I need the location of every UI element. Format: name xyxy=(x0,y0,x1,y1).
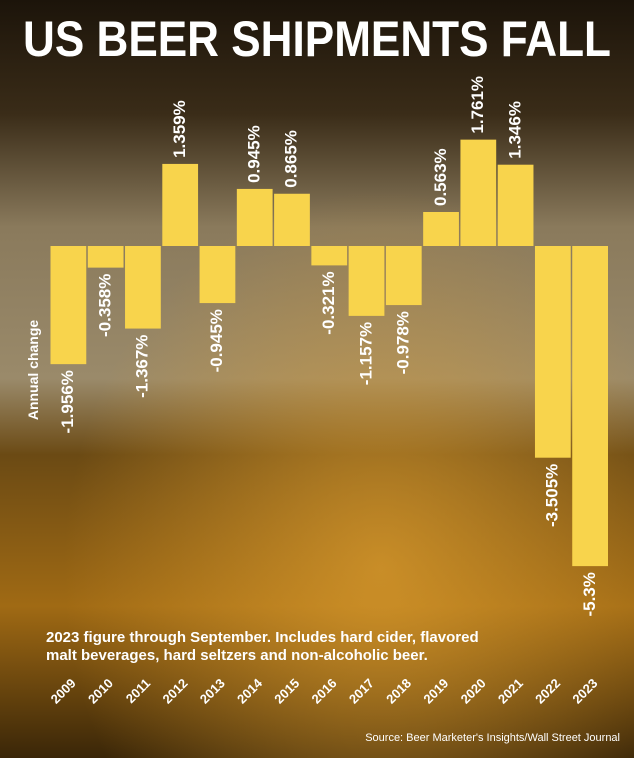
bar xyxy=(348,246,385,316)
bar xyxy=(274,193,310,246)
value-label: 0.563% xyxy=(431,148,450,206)
bar xyxy=(311,246,348,266)
value-label: -3.505% xyxy=(543,464,562,527)
value-label: -1.367% xyxy=(133,335,152,398)
bar xyxy=(423,211,459,246)
value-label: 1.359% xyxy=(170,100,189,158)
value-label: -1.956% xyxy=(58,370,77,433)
value-label: -1.157% xyxy=(356,322,375,385)
bar xyxy=(534,246,571,458)
bar xyxy=(236,188,273,246)
bar xyxy=(497,164,534,246)
source: Source: Beer Marketer's Insights/Wall St… xyxy=(365,732,620,744)
y-axis-label: Annual change xyxy=(25,320,41,421)
value-label: 1.761% xyxy=(468,76,487,134)
bar xyxy=(460,139,497,246)
bar xyxy=(385,246,422,306)
bar xyxy=(125,246,161,329)
annotation: malt beverages, hard seltzers and non-al… xyxy=(46,647,428,664)
plot-area: -1.956%2009-0.358%2010-1.367%20111.359%2… xyxy=(48,76,608,707)
value-label: 0.865% xyxy=(282,130,301,188)
bar xyxy=(572,246,608,567)
annotation: 2023 figure through September. Includes … xyxy=(46,629,479,646)
chart-title: US BEER SHIPMENTS FALL xyxy=(23,11,611,67)
value-label: 0.945% xyxy=(244,125,263,183)
value-label: -0.945% xyxy=(207,309,226,372)
bar xyxy=(87,246,124,268)
value-label: 1.346% xyxy=(505,101,524,159)
value-label: -5.3% xyxy=(580,572,599,616)
value-label: -0.321% xyxy=(319,271,338,334)
value-label: -0.978% xyxy=(394,311,413,374)
bar xyxy=(199,246,236,304)
bar xyxy=(50,246,87,365)
bar xyxy=(162,163,199,246)
value-label: -0.358% xyxy=(95,274,114,337)
